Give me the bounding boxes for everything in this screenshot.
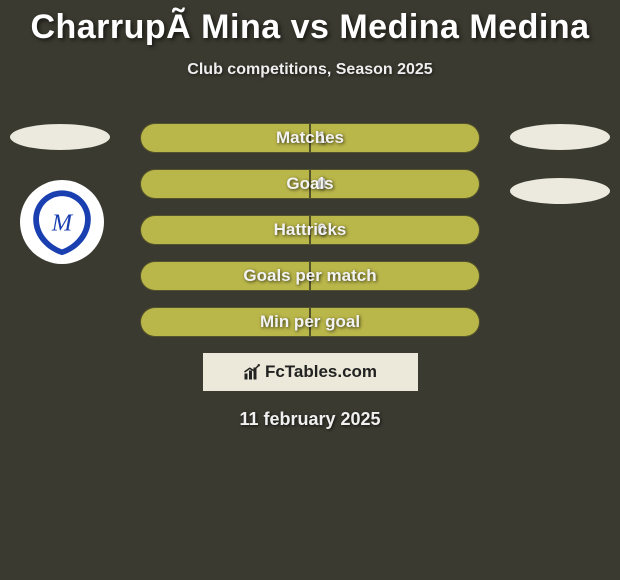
stat-row: 0Goals — [0, 169, 620, 199]
stat-bar-left — [140, 123, 310, 153]
stat-bar-right: 0 — [310, 169, 480, 199]
brand-box: FcTables.com — [203, 353, 418, 391]
stat-bar-area: 1Matches — [140, 123, 480, 153]
stat-row: Goals per match — [0, 261, 620, 291]
stat-bar-area: 0Goals — [140, 169, 480, 199]
stat-bar-right — [310, 307, 480, 337]
stat-bar-left — [140, 261, 310, 291]
stat-bar-left — [140, 215, 310, 245]
stat-bar-area: Min per goal — [140, 307, 480, 337]
page-subtitle: Club competitions, Season 2025 — [0, 61, 620, 79]
stats-rows: 1Matches 0Goals 0Hattricks Goals per match M… — [0, 123, 620, 337]
stat-bar-area: Goals per match — [140, 261, 480, 291]
stat-row: 1Matches — [0, 123, 620, 153]
stat-value-right: 0 — [317, 170, 326, 198]
stat-bar-left — [140, 307, 310, 337]
page-title: CharrupÃ Mina vs Medina Medina — [0, 0, 620, 47]
stat-value-right: 1 — [317, 124, 326, 152]
stat-value-right: 0 — [317, 216, 326, 244]
stat-bar-right: 0 — [310, 215, 480, 245]
date-label: 11 february 2025 — [0, 409, 620, 430]
stat-bar-left — [140, 169, 310, 199]
chart-icon — [243, 363, 261, 381]
stat-bar-area: 0Hattricks — [140, 215, 480, 245]
stat-row: 0Hattricks — [0, 215, 620, 245]
stat-bar-right — [310, 261, 480, 291]
brand-text: FcTables.com — [265, 362, 377, 382]
stat-bar-right: 1 — [310, 123, 480, 153]
stat-row: Min per goal — [0, 307, 620, 337]
